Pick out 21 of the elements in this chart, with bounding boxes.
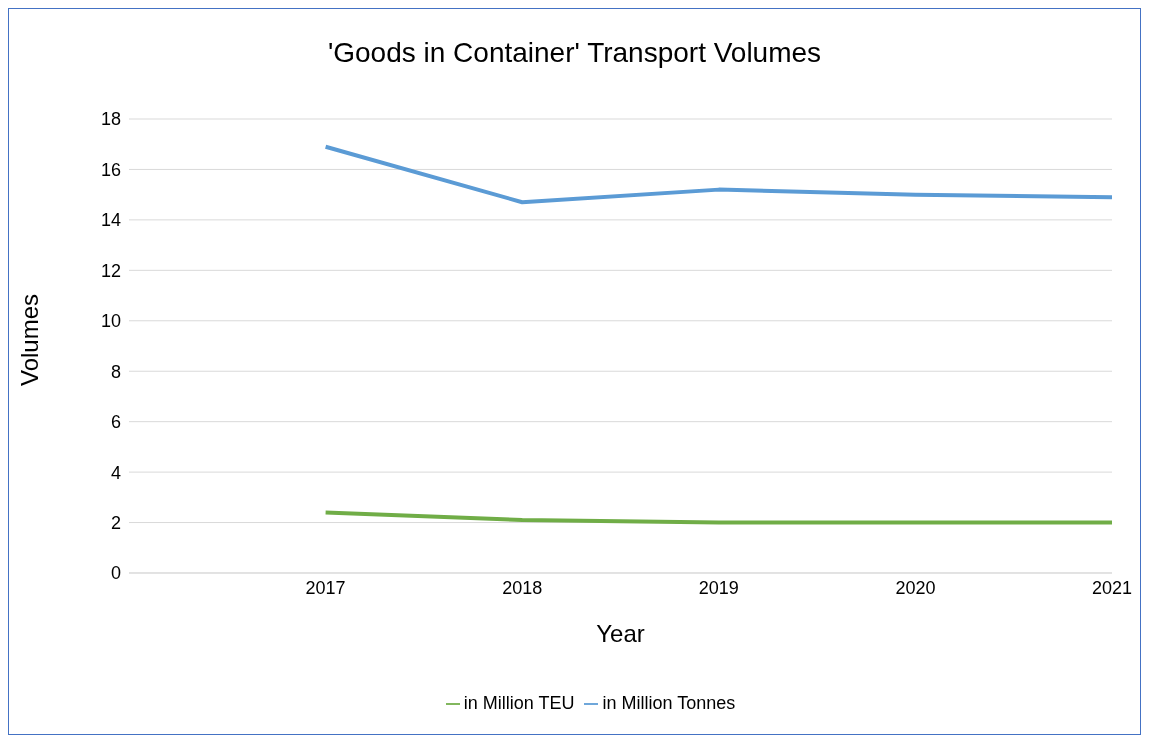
y-tick-label: 14 [100,210,121,231]
y-tick-label: 0 [110,563,121,584]
chart-title: 'Goods in Container' Transport Volumes [326,37,823,69]
x-tick-label: 2019 [698,577,739,598]
legend-label: in Million TEU [463,693,575,713]
legend-label: in Million Tonnes [602,693,736,713]
y-tick-label: 18 [100,109,121,130]
x-tick-label: 2020 [895,577,936,598]
y-axis-title: Volumes [15,293,43,386]
x-tick-label: 2018 [502,577,543,598]
y-tick-label: 16 [100,159,121,180]
y-tick-label: 10 [100,311,121,332]
x-axis-title: Year [596,620,645,648]
y-tick-label: 12 [100,260,121,281]
y-tick-label: 8 [110,361,121,382]
y-tick-label: 4 [110,462,121,483]
line-series [323,144,1114,205]
y-tick-label: 2 [110,512,121,533]
y-tick-label: 6 [110,412,121,433]
x-tick-label: 2021 [1091,577,1133,598]
x-tick-label: 2017 [305,577,346,598]
